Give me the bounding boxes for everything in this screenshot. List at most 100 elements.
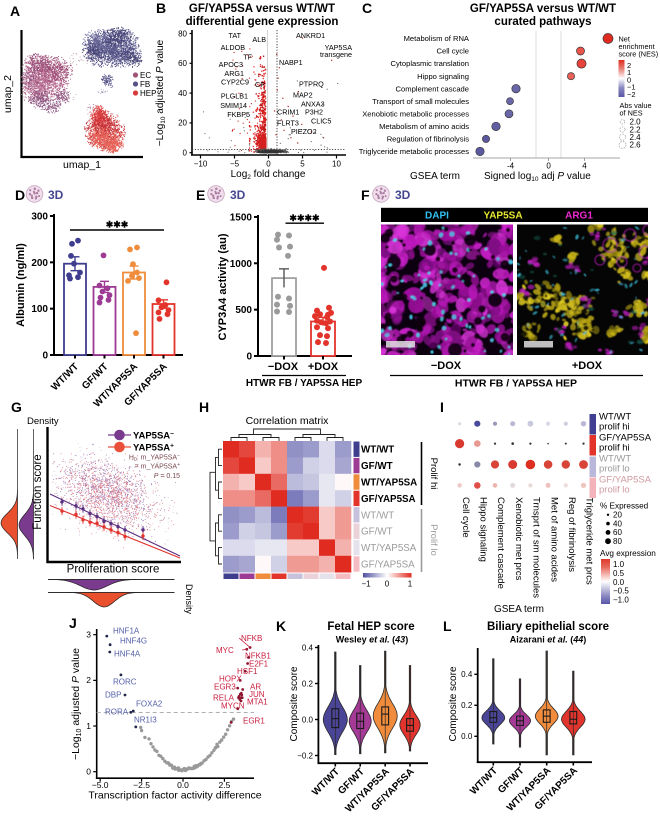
svg-text:HNF4G: HNF4G — [120, 637, 147, 646]
svg-text:Function score: Function score — [32, 454, 44, 529]
svg-text:MTA1: MTA1 — [247, 698, 268, 707]
svg-text:FKBP5: FKBP5 — [227, 110, 250, 119]
svg-text:WT/WT: WT/WT — [361, 510, 394, 521]
svg-text:20: 20 — [178, 119, 187, 128]
svg-text:HEP: HEP — [140, 89, 156, 98]
svg-text:ANKRD1: ANKRD1 — [296, 31, 325, 40]
svg-text:−5: −5 — [230, 160, 240, 169]
svg-text:✱✱✱: ✱✱✱ — [106, 220, 129, 230]
svg-text:NFKB1: NFKB1 — [245, 652, 271, 661]
svg-text:differential gene expression: differential gene expression — [186, 16, 339, 28]
svg-text:Cytoplasmic translation: Cytoplasmic translation — [391, 59, 470, 68]
svg-text:prolif lo: prolif lo — [599, 464, 630, 475]
svg-text:−10: −10 — [194, 160, 208, 169]
svg-text:HTWR FB / YAP5SA HEP: HTWR FB / YAP5SA HEP — [455, 378, 577, 390]
svg-text:WT/YAP5SA: WT/YAP5SA — [361, 543, 417, 554]
svg-text:C: C — [362, 0, 372, 16]
svg-text:0.0: 0.0 — [302, 715, 314, 724]
svg-text:AR: AR — [250, 683, 261, 692]
svg-text:SMIM14: SMIM14 — [220, 101, 247, 110]
svg-text:4: 4 — [582, 162, 587, 171]
svg-text:Trnsprt of sm molecules: Trnsprt of sm molecules — [531, 497, 542, 598]
svg-text:−Log10 adjusted P value: −Log10 adjusted P value — [70, 648, 83, 760]
svg-text:Composite score: Composite score — [289, 666, 300, 741]
svg-text:Metabolism of amino acids: Metabolism of amino acids — [379, 122, 469, 131]
svg-text:EGR3: EGR3 — [214, 683, 236, 692]
svg-text:Transcription factor activity: Transcription factor activity difference — [88, 790, 261, 802]
svg-text:CYP2C9: CYP2C9 — [221, 78, 249, 87]
svg-text:−DOX: −DOX — [268, 361, 299, 373]
svg-text:ALB: ALB — [252, 35, 266, 44]
svg-text:20: 20 — [613, 511, 622, 520]
svg-text:0.4: 0.4 — [461, 670, 473, 679]
svg-text:PTPRQ: PTPRQ — [299, 80, 324, 89]
svg-text:transgene: transgene — [320, 50, 352, 59]
svg-text:% Expressed: % Expressed — [600, 502, 649, 511]
svg-text:Aizarani et al. (44): Aizarani et al. (44) — [510, 635, 587, 645]
svg-text:Triglyceride metabolic process: Triglyceride metabolic processes — [359, 147, 469, 156]
svg-text:0: 0 — [385, 580, 390, 589]
svg-text:1: 1 — [408, 580, 413, 589]
svg-text:prolif hi: prolif hi — [599, 422, 630, 433]
svg-text:0.2: 0.2 — [302, 679, 314, 688]
svg-text:GSEA term: GSEA term — [410, 171, 460, 182]
svg-text:B: B — [156, 0, 166, 16]
svg-text:0.2: 0.2 — [461, 701, 473, 710]
svg-text:Xenobiotic metabolic processes: Xenobiotic metabolic processes — [362, 109, 469, 118]
svg-text:Cell cycle: Cell cycle — [460, 497, 471, 538]
svg-text:GF/YAP5SA: GF/YAP5SA — [361, 560, 415, 571]
svg-text:GSEA term: GSEA term — [494, 604, 544, 615]
svg-text:Fetal HEP score: Fetal HEP score — [327, 621, 414, 633]
svg-text:MYCN: MYCN — [221, 702, 245, 711]
svg-text:H0: m_YAP5SA−: H0: m_YAP5SA− — [129, 453, 180, 463]
svg-text:WT/WT: WT/WT — [599, 412, 631, 423]
svg-text:EGR1: EGR1 — [243, 717, 265, 726]
svg-text:1.0: 1.0 — [613, 560, 625, 569]
svg-text:Biliary epithelial score: Biliary epithelial score — [487, 621, 609, 633]
svg-text:= m_YAP5SA+: = m_YAP5SA+ — [135, 462, 180, 471]
svg-text:Prolif hi: Prolif hi — [428, 458, 439, 490]
svg-text:1: 1 — [86, 721, 91, 731]
svg-text:D: D — [15, 187, 25, 203]
svg-text:Hippo signaling: Hippo signaling — [417, 72, 469, 81]
svg-text:umap_1: umap_1 — [63, 159, 101, 171]
svg-text:2.6: 2.6 — [630, 141, 642, 150]
svg-text:Proliferation score: Proliferation score — [67, 564, 160, 576]
svg-text:−Log10 adjusted P value: −Log10 adjusted P value — [155, 39, 167, 146]
svg-text:YAP5SA: YAP5SA — [483, 211, 522, 222]
svg-text:2: 2 — [86, 675, 91, 685]
svg-text:HNF1A: HNF1A — [113, 627, 140, 636]
svg-text:APOC3: APOC3 — [219, 60, 243, 69]
svg-text:0: 0 — [546, 162, 551, 171]
svg-text:0.0: 0.0 — [177, 780, 189, 790]
svg-text:-4: -4 — [507, 162, 515, 171]
svg-text:Prolif lo: Prolif lo — [428, 524, 439, 556]
svg-text:GF/WT: GF/WT — [361, 461, 393, 472]
svg-text:40: 40 — [178, 89, 187, 98]
svg-text:G: G — [11, 399, 22, 415]
svg-text:ALDOB: ALDOB — [221, 43, 246, 52]
svg-text:−1: −1 — [627, 83, 636, 92]
svg-text:YAP5SA−: YAP5SA− — [133, 431, 174, 442]
svg-text:−2.5: −2.5 — [133, 780, 150, 790]
svg-text:Correlation matrix: Correlation matrix — [246, 415, 330, 427]
svg-text:umap_2: umap_2 — [2, 75, 14, 113]
svg-text:Transport of small molecules: Transport of small molecules — [372, 97, 469, 106]
svg-text:100: 100 — [31, 304, 48, 315]
svg-text:L: L — [443, 618, 452, 634]
svg-text:1000: 1000 — [230, 259, 253, 270]
svg-text:1: 1 — [627, 68, 631, 77]
svg-text:Abs value: Abs value — [620, 101, 652, 110]
svg-text:MYC: MYC — [216, 646, 234, 655]
svg-text:DAPI: DAPI — [425, 211, 449, 222]
svg-text:K: K — [276, 618, 286, 634]
svg-text:Xenobiotic met prcs: Xenobiotic met prcs — [513, 497, 524, 581]
svg-text:0: 0 — [627, 75, 631, 84]
svg-text:Complement cascade: Complement cascade — [396, 84, 469, 93]
svg-text:H: H — [199, 399, 209, 415]
svg-text:0: 0 — [183, 149, 188, 158]
svg-text:CLIC5: CLIC5 — [311, 117, 331, 126]
svg-text:0: 0 — [42, 351, 48, 362]
svg-text:I: I — [440, 399, 444, 415]
svg-text:FLRT3: FLRT3 — [277, 119, 299, 128]
